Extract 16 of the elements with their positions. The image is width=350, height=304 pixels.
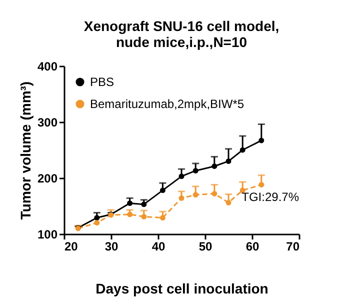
- x-tick-label: 40: [152, 240, 166, 254]
- y-tick-label: 400: [37, 60, 58, 74]
- y-tick-label: 100: [37, 228, 58, 242]
- x-tick-label: 30: [104, 240, 118, 254]
- y-tick-label: 200: [37, 172, 58, 186]
- y-tick-label: 300: [37, 116, 58, 130]
- x-tick-label: 70: [286, 240, 300, 254]
- x-axis-title: Days post cell inoculation: [96, 280, 268, 296]
- y-axis-title: Tumor volume (mm³): [17, 81, 34, 220]
- chart-title: Xenograft SNU-16 cell model, nude mice,i.p.,N=10: [84, 18, 280, 50]
- x-tick-label: 50: [198, 240, 212, 254]
- x-tick-label: 60: [246, 240, 260, 254]
- annotation: TGI:29.7%: [242, 190, 300, 204]
- legend-label: PBS: [90, 75, 114, 89]
- legend-label: Bemarituzumab,2mpk,BIW*5: [90, 97, 244, 111]
- x-tick-label: 20: [64, 240, 78, 254]
